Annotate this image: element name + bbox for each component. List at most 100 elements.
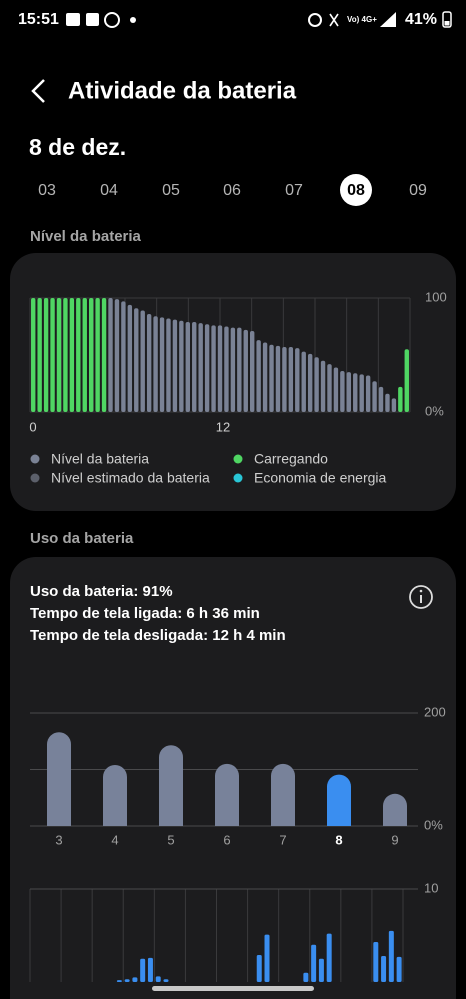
level-bar [230, 327, 236, 412]
screen-bar [373, 942, 379, 982]
usage-bar[interactable] [215, 763, 239, 826]
level-bar [262, 342, 268, 412]
legend-label: Nível estimado da bateria [51, 470, 210, 486]
level-bar [166, 318, 171, 412]
level-bar [269, 344, 274, 412]
selected-day-bg [340, 174, 372, 206]
x-tick-label: 3 [55, 832, 62, 847]
level-bar [320, 360, 326, 412]
level-bar [224, 326, 229, 412]
y-tick-label: 100 [425, 289, 447, 304]
level-bar [385, 393, 390, 412]
x-tick-label: 5 [167, 832, 174, 847]
nav-handle[interactable] [152, 986, 314, 991]
level-bar [327, 364, 332, 412]
screen-bar [264, 934, 270, 982]
x-tick-label: 0 [29, 419, 36, 434]
info-button[interactable] [409, 585, 433, 609]
x-tick-label: 7 [279, 832, 286, 847]
status-battery: 41% [405, 11, 437, 28]
level-bar [69, 298, 75, 412]
level-bar [63, 298, 68, 412]
level-bar [172, 319, 178, 412]
level-bar [301, 351, 306, 412]
level-bar [398, 386, 403, 412]
day-tab[interactable]: 04 [100, 182, 118, 199]
screen-bar [381, 955, 387, 982]
usage-bar[interactable] [47, 732, 71, 826]
level-bar [108, 298, 113, 412]
level-bar [127, 304, 133, 412]
legend-dot [30, 454, 40, 464]
level-bar [372, 381, 377, 412]
level-bar [140, 310, 145, 412]
level-bar [95, 298, 100, 412]
legend-dot [30, 473, 40, 483]
level-bar [88, 298, 94, 412]
usage-summary: Tempo de tela ligada: 6 h 36 min [30, 605, 260, 622]
date-title: 8 de dez. [29, 134, 126, 160]
level-bar [307, 353, 313, 412]
screen-bar [318, 958, 324, 982]
usage-bar[interactable] [383, 793, 407, 826]
screen-bar [256, 955, 262, 982]
x-tick-label: 9 [391, 832, 398, 847]
legend-dot [233, 473, 243, 483]
usage-bar[interactable] [159, 745, 183, 826]
level-bar [256, 340, 261, 412]
screen-bar [155, 976, 161, 982]
level-bar [31, 298, 36, 412]
day-tab[interactable]: 05 [162, 182, 180, 199]
screen-bar [124, 979, 130, 982]
back-button[interactable] [31, 79, 45, 103]
x-tick-label: 4 [111, 832, 118, 847]
x-tick-label: 8 [335, 832, 342, 847]
level-bar [237, 327, 242, 412]
day-tab[interactable]: 09 [409, 182, 427, 199]
level-bar [134, 308, 139, 412]
level-bar [333, 367, 339, 412]
status-network: Vo) 4G+ [347, 15, 377, 24]
level-bar [250, 331, 255, 412]
level-bar [76, 298, 81, 412]
level-bar [159, 317, 165, 412]
level-bar [359, 374, 364, 412]
legend-label: Carregando [254, 451, 328, 467]
day-tab[interactable]: 07 [285, 182, 303, 199]
level-bar [391, 398, 397, 412]
screen-bar [116, 980, 122, 982]
day-tab[interactable]: 03 [38, 182, 56, 199]
x-tick-label: 12 [216, 419, 230, 434]
usage-bar[interactable] [271, 763, 295, 826]
section-title: Nível da bateria [30, 228, 142, 245]
level-bar [314, 357, 319, 412]
level-bar [192, 321, 197, 412]
level-bar [404, 349, 409, 412]
level-bar [275, 345, 281, 412]
page-title: Atividade da bateria [68, 77, 297, 104]
day-tab[interactable]: 06 [223, 182, 241, 199]
level-bar [204, 324, 210, 412]
screen-bar [163, 979, 169, 982]
section-title: Uso da bateria [30, 530, 134, 547]
level-bar [56, 298, 62, 412]
screen-bar [326, 933, 332, 982]
level-bar [243, 329, 248, 412]
level-bar [211, 325, 216, 412]
level-bar [353, 373, 358, 412]
level-bar [282, 347, 287, 412]
usage-bar[interactable] [103, 764, 127, 826]
level-bar [217, 325, 223, 412]
status-icons [66, 11, 452, 28]
screen-bar [140, 958, 146, 982]
level-bar [121, 301, 126, 412]
level-bar [198, 323, 203, 412]
level-bar [50, 298, 55, 412]
level-bar [340, 370, 345, 412]
usage-bar[interactable] [327, 774, 351, 826]
legend-label: Nível da bateria [51, 451, 149, 467]
screen-bar [303, 972, 309, 982]
level-bar [185, 321, 190, 412]
status-time: 15:51 [18, 11, 59, 28]
day-tab[interactable]: 08 [347, 182, 365, 199]
